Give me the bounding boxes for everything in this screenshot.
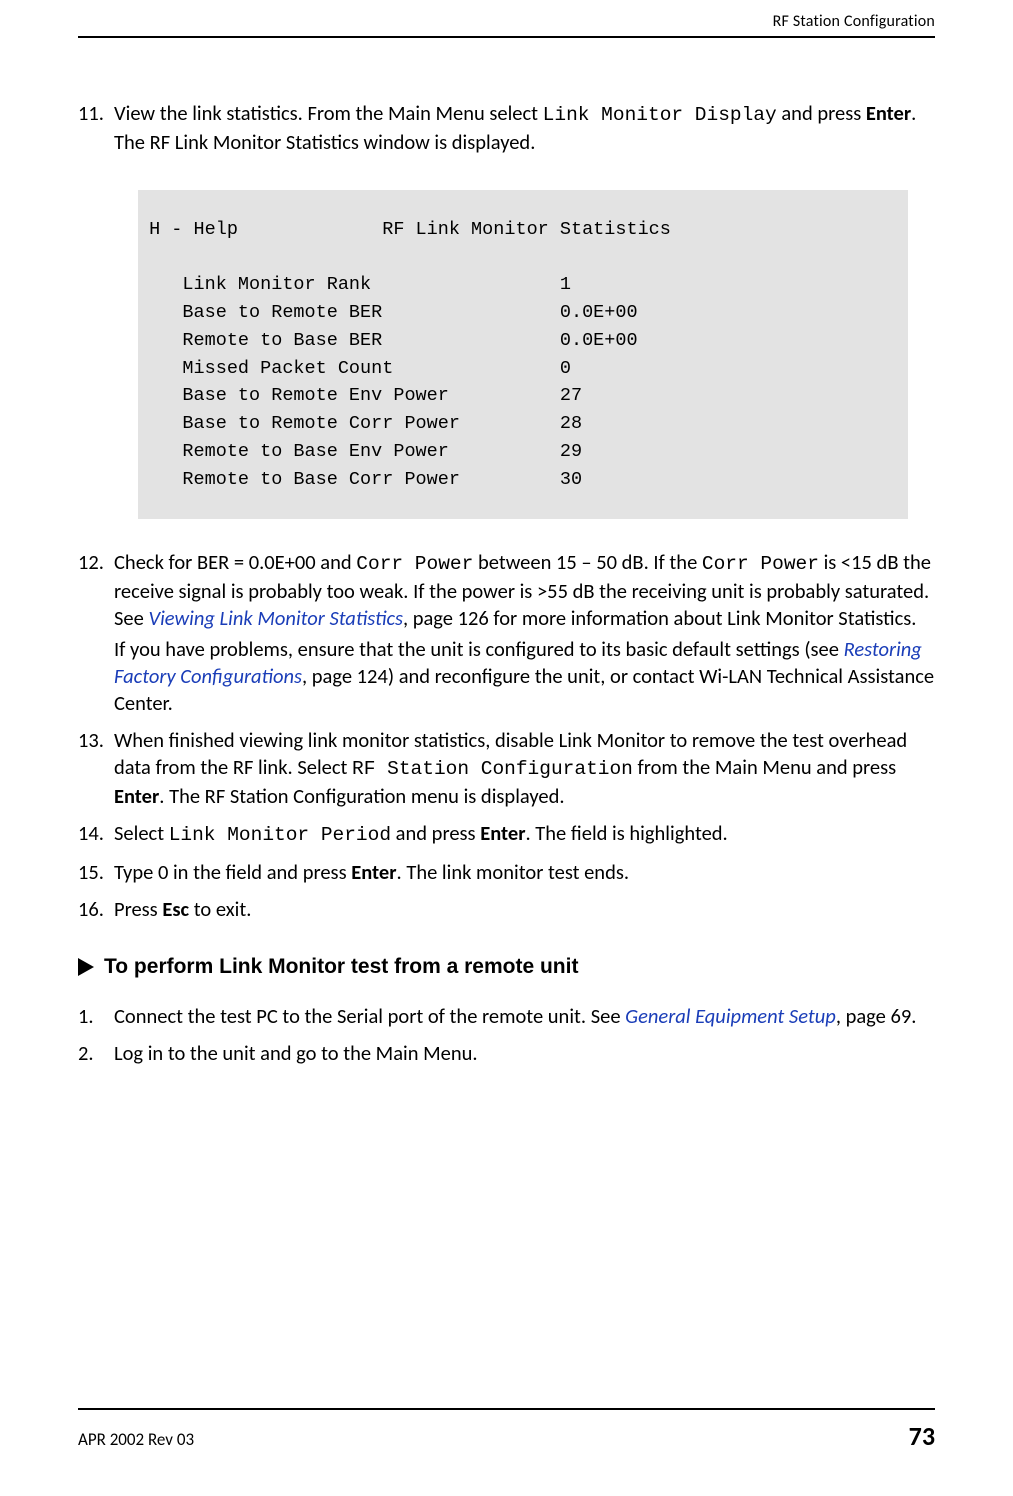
text: Select (114, 820, 169, 846)
running-header: RF Station Configuration (773, 12, 935, 31)
text: Check for BER = 0.0E+00 and (114, 549, 356, 575)
step-body: Check for BER = 0.0E+00 and Corr Power b… (114, 549, 935, 721)
mono-text: RF Station Configuration (352, 758, 633, 780)
text: Type 0 in the field and press (114, 859, 351, 885)
step-item: 13.When finished viewing link monitor st… (78, 727, 935, 814)
step-body: View the link statistics. From the Main … (114, 100, 935, 160)
bold-text: Enter (480, 820, 525, 846)
step-paragraph: If you have problems, ensure that the un… (114, 636, 935, 717)
text: Press (114, 896, 162, 922)
text: between 15 – 50 dB. If the (473, 549, 702, 575)
mono-text: Link Monitor Period (169, 824, 391, 846)
procedure-title: To perform Link Monitor test from a remo… (104, 953, 578, 981)
step-item: 2.Log in to the unit and go to the Main … (78, 1040, 935, 1071)
step-number: 12. (78, 549, 114, 721)
page-content: 11.View the link statistics. From the Ma… (78, 100, 935, 1071)
page-footer: APR 2002 Rev 03 73 (78, 1408, 935, 1452)
steps-list-b: 12.Check for BER = 0.0E+00 and Corr Powe… (78, 549, 935, 927)
bold-text: Esc (162, 896, 189, 922)
mono-text: Link Monitor Display (543, 104, 777, 126)
footer-left: APR 2002 Rev 03 (78, 1429, 194, 1450)
step-paragraph: Connect the test PC to the Serial port o… (114, 1003, 935, 1030)
step-item: 14.Select Link Monitor Period and press … (78, 820, 935, 853)
step-item: 12.Check for BER = 0.0E+00 and Corr Powe… (78, 549, 935, 721)
step-body: Connect the test PC to the Serial port o… (114, 1003, 935, 1034)
step-paragraph: When finished viewing link monitor stati… (114, 727, 935, 810)
step-body: Type 0 in the field and press Enter. The… (114, 859, 935, 890)
text: View the link statistics. From the Main … (114, 100, 543, 126)
step-paragraph: Press Esc to exit. (114, 896, 935, 923)
bold-text: Enter (866, 100, 911, 126)
bold-text: Enter (351, 859, 396, 885)
text: to exit. (189, 896, 251, 922)
step-number: 1. (78, 1003, 114, 1034)
step-item: 16.Press Esc to exit. (78, 896, 935, 927)
text: , page 126 for more information about Li… (403, 605, 917, 631)
text: and press (777, 100, 866, 126)
text: Log in to the unit and go to the Main Me… (114, 1040, 478, 1066)
mono-text: Corr Power (702, 553, 819, 575)
step-number: 14. (78, 820, 114, 853)
text: . The link monitor test ends. (397, 859, 630, 885)
text: , page 69. (836, 1003, 917, 1029)
step-number: 16. (78, 896, 114, 927)
step-paragraph: Select Link Monitor Period and press Ent… (114, 820, 935, 849)
step-item: 11.View the link statistics. From the Ma… (78, 100, 935, 160)
page-number: 73 (909, 1420, 935, 1452)
text: . The RF Station Configuration menu is d… (159, 783, 564, 809)
text: and press (391, 820, 480, 846)
step-paragraph: Check for BER = 0.0E+00 and Corr Power b… (114, 549, 935, 632)
cross-ref-link[interactable]: Viewing Link Monitor Statistics (148, 605, 402, 631)
step-body: When finished viewing link monitor stati… (114, 727, 935, 814)
text: . The field is highlighted. (525, 820, 727, 846)
step-body: Log in to the unit and go to the Main Me… (114, 1040, 935, 1071)
step-number: 11. (78, 100, 114, 160)
step-number: 15. (78, 859, 114, 890)
steps-list-a: 11.View the link statistics. From the Ma… (78, 100, 935, 160)
step-number: 13. (78, 727, 114, 814)
step-body: Press Esc to exit. (114, 896, 935, 927)
step-item: 15.Type 0 in the field and press Enter. … (78, 859, 935, 890)
bold-text: Enter (114, 783, 159, 809)
step-number: 2. (78, 1040, 114, 1071)
procedure-heading: To perform Link Monitor test from a remo… (78, 953, 935, 981)
step-paragraph: Log in to the unit and go to the Main Me… (114, 1040, 935, 1067)
step-paragraph: Type 0 in the field and press Enter. The… (114, 859, 935, 886)
arrow-icon (78, 958, 94, 976)
header-rule (78, 36, 935, 38)
text: Connect the test PC to the Serial port o… (114, 1003, 625, 1029)
step-item: 1.Connect the test PC to the Serial port… (78, 1003, 935, 1034)
cross-ref-link[interactable]: General Equipment Setup (625, 1003, 836, 1029)
steps-list-c: 1.Connect the test PC to the Serial port… (78, 1003, 935, 1071)
text: If you have problems, ensure that the un… (114, 636, 844, 662)
text: from the Main Menu and press (633, 754, 896, 780)
terminal-block: H - Help RF Link Monitor Statistics Link… (138, 190, 908, 520)
step-body: Select Link Monitor Period and press Ent… (114, 820, 935, 853)
mono-text: Corr Power (356, 553, 473, 575)
